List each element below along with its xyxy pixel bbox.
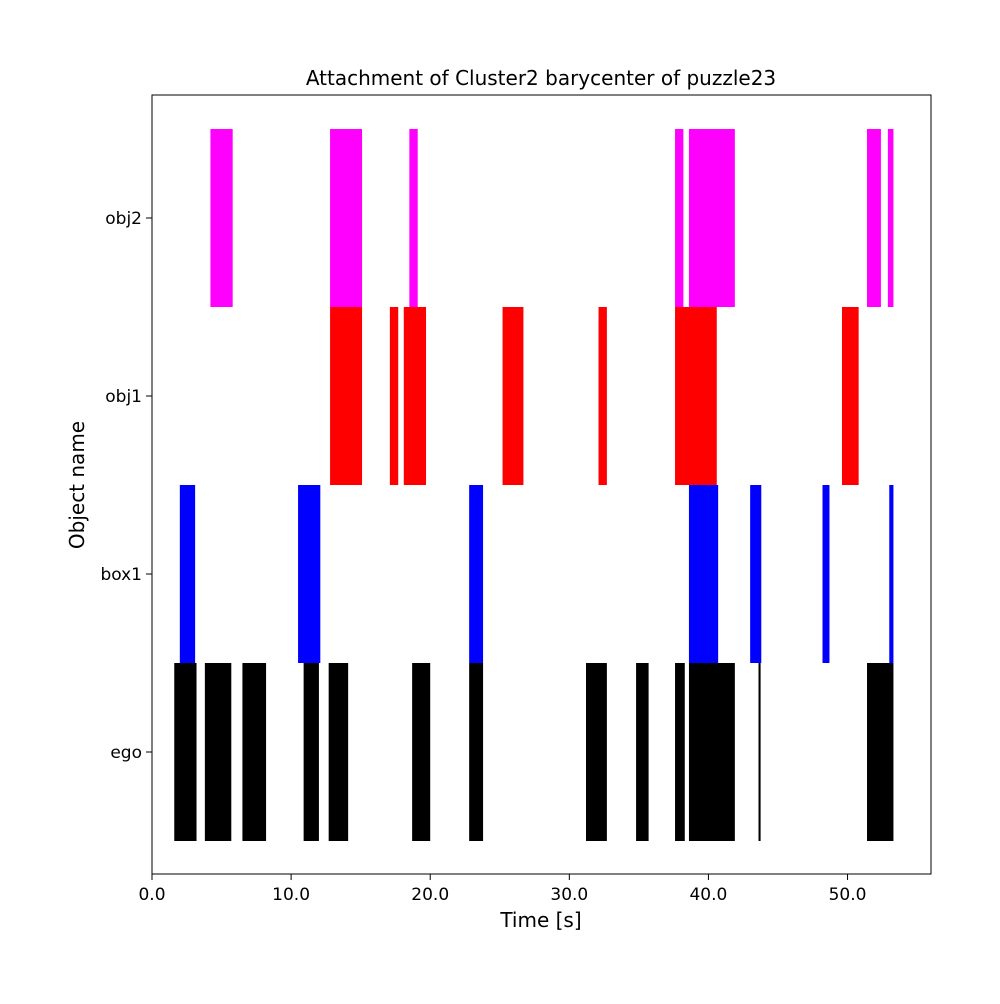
bars-layer xyxy=(174,129,894,841)
ego-bar-7 xyxy=(586,663,607,841)
ego-bar-6 xyxy=(469,663,484,841)
ego-bar-10 xyxy=(688,663,735,841)
x-axis-label: Time [s] xyxy=(499,908,581,932)
y-tick-label: ego xyxy=(110,743,142,763)
x-tick-label: 40.0 xyxy=(689,885,727,905)
box1-bar-6 xyxy=(889,485,894,663)
box1-bar-2 xyxy=(469,485,484,663)
axes-layer: 0.0 10.0 20.0 30.0 40.0 50.0 ego box1 obj1 obj2 xyxy=(100,94,932,905)
obj2-bar-0 xyxy=(210,129,233,307)
obj2-bar-6 xyxy=(887,129,894,307)
ego-bar-9 xyxy=(675,663,685,841)
ego-bar-8 xyxy=(636,663,649,841)
ego-bar-5 xyxy=(412,663,431,841)
ego-bar-4 xyxy=(328,663,349,841)
x-tick-label: 20.0 xyxy=(411,885,449,905)
obj2-bar-3 xyxy=(675,129,684,307)
obj2-bar-1 xyxy=(330,129,363,307)
obj2-bar-5 xyxy=(867,129,881,307)
box1-bar-1 xyxy=(298,485,321,663)
ego-bar-12 xyxy=(867,663,894,841)
obj1-bar-6 xyxy=(841,307,859,485)
y-axis-label: Object name xyxy=(65,421,89,549)
obj2-bar-2 xyxy=(409,129,418,307)
obj1-bar-5 xyxy=(675,307,717,485)
box1-bar-5 xyxy=(822,485,830,663)
obj1-bar-4 xyxy=(598,307,607,485)
chart-title: Attachment of Cluster2 barycenter of puz… xyxy=(306,66,776,90)
obj1-bar-1 xyxy=(389,307,399,485)
ego-bar-3 xyxy=(303,663,319,841)
y-tick-label: obj2 xyxy=(105,209,142,229)
box1-bar-3 xyxy=(688,485,719,663)
y-tick-label: box1 xyxy=(100,565,142,585)
obj2-bar-4 xyxy=(688,129,735,307)
x-tick-label: 10.0 xyxy=(272,885,310,905)
ego-bar-11 xyxy=(758,663,761,841)
x-tick-label: 0.0 xyxy=(138,885,165,905)
y-tick-label: obj1 xyxy=(105,387,142,407)
ego-bar-0 xyxy=(174,663,197,841)
x-tick-label: 30.0 xyxy=(550,885,588,905)
obj1-bar-2 xyxy=(403,307,427,485)
box1-bar-0 xyxy=(179,485,196,663)
x-tick-label: 50.0 xyxy=(829,885,867,905)
ego-bar-1 xyxy=(204,663,232,841)
plot-frame xyxy=(151,94,932,875)
ego-bar-2 xyxy=(242,663,267,841)
obj1-bar-3 xyxy=(502,307,524,485)
box1-bar-4 xyxy=(750,485,762,663)
obj1-bar-0 xyxy=(330,307,363,485)
